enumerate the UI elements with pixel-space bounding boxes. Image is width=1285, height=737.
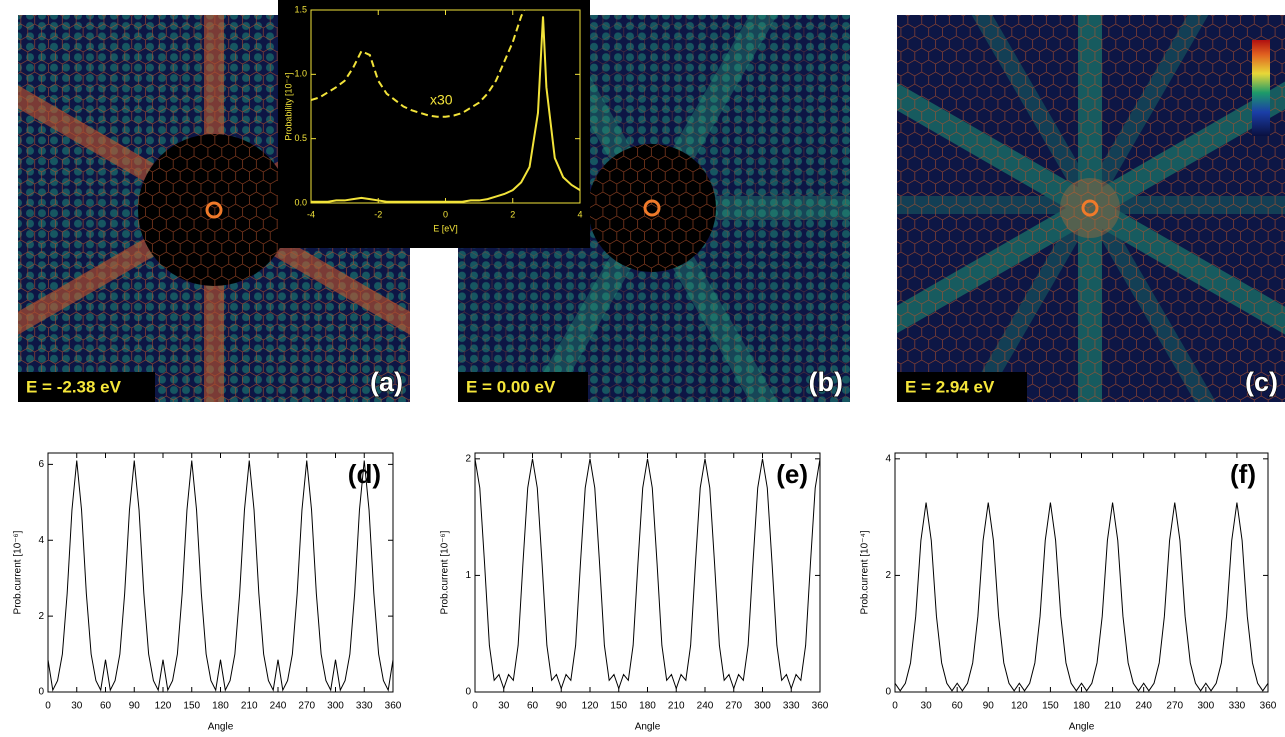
- plot-frame: [474, 452, 821, 693]
- x-tick-label: 180: [639, 701, 656, 712]
- x-tick-label: 120: [155, 701, 172, 712]
- y-tick-label: 2: [465, 453, 471, 464]
- x-tick-label: 180: [212, 701, 229, 712]
- x-tick-label: 0: [472, 701, 478, 712]
- x-tick-label: 360: [1260, 701, 1277, 712]
- x-tick-label: 300: [1197, 701, 1214, 712]
- x-axis-label: Angle: [635, 722, 661, 733]
- x-tick-label: 180: [1073, 701, 1090, 712]
- energy-labels: E = -2.38 eV (a) E = 0.00 eV (b) E = 2.9…: [18, 367, 1279, 402]
- chart: 0 30 60 90 120 150 180 210 240 270 300 330 360 0 2 4 6 An…: [13, 452, 402, 733]
- x-tick-label: -4: [307, 209, 315, 219]
- data-line: [311, 16, 580, 203]
- energy-label: E = 2.94 eV: [905, 377, 995, 396]
- y-tick-label: 0: [38, 687, 44, 698]
- x-tick-label: 60: [100, 701, 112, 712]
- x-tick-label: 150: [1042, 701, 1059, 712]
- annotation: (f): [1230, 459, 1256, 489]
- x-tick-label: 150: [610, 701, 627, 712]
- x-tick-label: 300: [754, 701, 771, 712]
- x-tick-label: 210: [668, 701, 685, 712]
- x-tick-label: -2: [374, 209, 382, 219]
- x-tick-label: 60: [952, 701, 964, 712]
- panel-tag: (a): [370, 367, 403, 397]
- y-tick-label: 1: [465, 570, 471, 581]
- y-tick-label: 1.0: [294, 69, 307, 79]
- y-axis-label: Probability [10⁻⁴]: [283, 72, 293, 140]
- y-tick-label: 0.5: [294, 133, 307, 143]
- chart: 0 30 60 90 120 150 180 210 240 270 300 330 360 0 1 2 Ang…: [440, 452, 829, 733]
- x-tick-label: 30: [921, 701, 933, 712]
- y-tick-label: 0: [465, 687, 471, 698]
- plot-frame: [310, 9, 581, 204]
- data-line: [475, 458, 820, 691]
- energy-label: E = 0.00 eV: [466, 377, 556, 396]
- x-tick-label: 120: [1011, 701, 1028, 712]
- x-tick-label: 60: [527, 701, 539, 712]
- annotation: (e): [776, 459, 808, 489]
- x-tick-label: 210: [241, 701, 258, 712]
- x-tick-label: 90: [129, 701, 141, 712]
- x-tick-label: 270: [298, 701, 315, 712]
- x-tick-label: 270: [1166, 701, 1183, 712]
- y-tick-label: 0: [885, 687, 891, 698]
- x-tick-label: 360: [812, 701, 829, 712]
- x-tick-label: 360: [385, 701, 402, 712]
- x-tick-label: 270: [725, 701, 742, 712]
- y-tick-label: 2: [885, 570, 891, 581]
- y-axis-label: Prob.current [10⁻⁴]: [860, 530, 871, 614]
- chart: 0 30 60 90 120 150 180 210 240 270 300 330 360 0 2 4 Ang…: [860, 452, 1277, 733]
- x-tick-label: 30: [498, 701, 510, 712]
- data-line: [48, 460, 393, 692]
- x-tick-label: 30: [71, 701, 83, 712]
- x-tick-label: 300: [327, 701, 344, 712]
- x-tick-label: 0: [892, 701, 898, 712]
- x-tick-label: 330: [1229, 701, 1246, 712]
- data-line: [311, 10, 526, 118]
- y-axis-label: Prob.current [10⁻⁶]: [440, 530, 451, 614]
- energy-label: E = -2.38 eV: [26, 377, 122, 396]
- x-tick-label: 4: [577, 209, 582, 219]
- x-tick-label: 120: [582, 701, 599, 712]
- x-tick-label: 150: [183, 701, 200, 712]
- y-tick-label: 1.5: [294, 4, 307, 14]
- panel-tag: (b): [809, 367, 843, 397]
- panel-tag: (c): [1245, 367, 1278, 397]
- y-tick-label: 4: [38, 535, 44, 546]
- x-axis-label: Angle: [1069, 722, 1095, 733]
- x-tick-label: 210: [1104, 701, 1121, 712]
- plot-frame: [47, 452, 394, 693]
- x-tick-label: 90: [983, 701, 995, 712]
- x-tick-label: 90: [556, 701, 568, 712]
- y-tick-label: 4: [885, 453, 891, 464]
- x-tick-label: 330: [783, 701, 800, 712]
- chart: -4 -2 0 2 4 0.0 0.5 1.0 1.5 E [eV] Probability [10…: [278, 0, 590, 248]
- x-tick-label: 0: [443, 209, 448, 219]
- x-axis-label: Angle: [208, 722, 234, 733]
- x-tick-label: 330: [356, 701, 373, 712]
- y-tick-label: 6: [38, 459, 44, 470]
- x-tick-label: 240: [697, 701, 714, 712]
- y-tick-label: 0.0: [294, 197, 307, 207]
- x-tick-label: 240: [1135, 701, 1152, 712]
- y-tick-label: 2: [38, 611, 44, 622]
- chart-background: [278, 0, 590, 248]
- y-axis-label: Prob.current [10⁻⁶]: [13, 530, 24, 614]
- data-line: [895, 502, 1268, 692]
- panel-c: [897, 15, 1285, 402]
- annotation: x30: [430, 92, 453, 108]
- x-axis-label: E [eV]: [433, 223, 458, 233]
- plot-frame: [894, 452, 1269, 693]
- x-tick-label: 0: [45, 701, 51, 712]
- x-tick-label: 240: [270, 701, 287, 712]
- x-tick-label: 2: [510, 209, 515, 219]
